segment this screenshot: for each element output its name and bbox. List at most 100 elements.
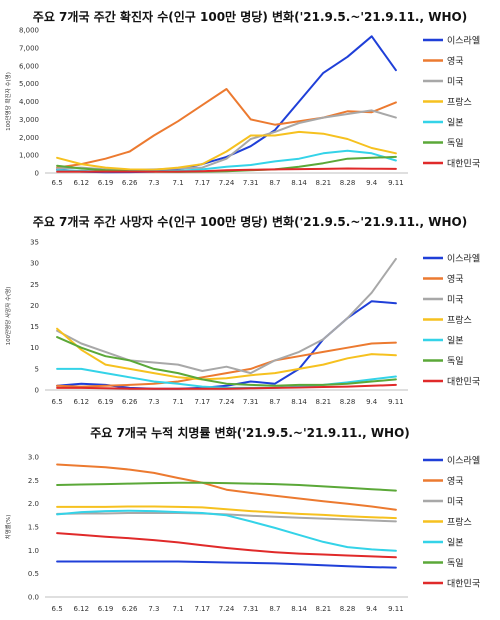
series-line-5 [56,509,397,552]
x-tick-label: 6.12 [74,398,90,406]
x-tick-label: 6.19 [98,398,114,406]
y-tick-label: 6,000 [19,62,39,70]
series-line-3 [56,257,397,375]
legend-label: 프랑스 [447,314,472,326]
x-tick-label: 7.17 [195,605,211,613]
series-line-7 [56,383,397,390]
y-axis-label: 100만명당 확진자 수(명) [4,72,12,131]
chart-title-confirmed: 주요 7개국 주간 확진자 수(인구 100만 명당) 변화('21.9.5.~… [32,10,468,24]
x-tick-label: 9.4 [366,398,378,406]
y-tick-label: 1.0 [28,547,39,555]
y-tick-label: 3,000 [19,116,39,124]
x-tick-label: 6.12 [74,179,90,187]
x-tick-label: 7.1 [173,605,184,613]
x-tick-label: 9.11 [388,179,404,187]
series-line-4 [56,130,397,171]
legend-label: 미국 [447,77,464,88]
legend-label: 영국 [447,274,464,285]
legend-label: 대한민국 [447,377,480,388]
legend-label: 이스라엘 [447,254,480,265]
legend-label: 이스라엘 [447,456,480,467]
x-tick-label: 7.31 [243,179,259,187]
y-tick-label: 5,000 [19,80,39,88]
x-tick-label: 7.1 [173,398,184,406]
series-line-7 [56,167,397,173]
y-tick-label: 7,000 [19,44,39,52]
chart-fatality: 0.0 0.5 1.0 1.5 2.0 2.5 3.0 6.5 6.12 6.19 6.26 7.3 7… [4,454,480,614]
x-tick-label: 6.12 [74,605,90,613]
x-tick-label: 8.14 [291,179,307,187]
y-tick-label: 0.5 [28,570,39,578]
x-tick-label: 8.14 [291,398,307,406]
series-line-4 [56,327,397,381]
y-tick-label: 2.5 [28,477,39,485]
x-tick-label: 6.19 [98,605,114,613]
y-tick-label: 3.0 [28,454,39,462]
series-line-7 [56,532,397,559]
series-line-3 [56,512,397,523]
legend-label: 독일 [447,356,464,367]
y-tick-label: 20 [30,302,39,310]
x-tick-label: 8.21 [316,398,332,406]
y-tick-label: 15 [30,323,39,331]
y-axis-label: 치명률(%) [4,515,12,540]
y-tick-label: 30 [30,260,39,268]
x-tick-label: 7.24 [219,179,235,187]
y-tick-label: 5 [35,365,39,373]
y-tick-label: 1,000 [19,152,39,160]
series-line-3 [56,109,397,171]
x-tick-label: 8.7 [269,398,280,406]
legend-label: 일본 [447,538,464,549]
chart-title-deaths: 주요 7개국 주간 사망자 수(인구 100만 명당) 변화('21.9.5.~… [32,215,468,229]
chart-title-fatality: 주요 7개국 누적 치명률 변화('21.9.5.~'21.9.11., WHO… [90,426,410,440]
x-tick-label: 7.31 [243,398,259,406]
y-tick-label: 0 [35,170,39,178]
x-tick-label: 6.26 [122,179,138,187]
x-tick-label: 6.5 [52,605,63,613]
legend-label: 독일 [447,138,464,149]
legend-label: 프랑스 [447,516,472,528]
y-tick-label: 2,000 [19,134,39,142]
chart-panel-deaths: 주요 7개국 주간 사망자 수(인구 100만 명당) 변화('21.9.5.~… [0,200,500,410]
legend-label: 미국 [447,497,464,508]
legend-label: 대한민국 [447,159,480,170]
x-tick-label: 9.11 [388,605,404,613]
series-line-6 [56,481,397,492]
legend-label: 일본 [447,336,464,347]
legend-label: 일본 [447,118,464,129]
x-tick-label: 7.3 [148,398,159,406]
x-tick-label: 6.19 [98,179,114,187]
x-tick-label: 7.1 [173,179,184,187]
x-tick-label: 7.17 [195,398,211,406]
y-tick-label: 1.5 [28,524,39,532]
x-tick-label: 7.3 [148,179,159,187]
x-tick-label: 7.17 [195,179,211,187]
legend-label: 프랑스 [447,96,472,108]
legend-label: 영국 [447,476,464,487]
series-line-4 [56,505,397,520]
x-tick-label: 8.28 [340,605,356,613]
x-tick-label: 8.21 [316,179,332,187]
series-line-1 [56,300,397,390]
chart-confirmed: 0 1,000 2,000 3,000 4,000 5,000 6,000 7,000 8,00… [4,27,480,188]
chart-deaths: 0 5 10 15 20 25 30 35 6.5 6.12 6.19 6.26 7.3 7.1 7.17 7… [4,239,480,407]
legend-label: 미국 [447,295,464,306]
x-tick-label: 8.7 [269,179,280,187]
x-tick-label: 7.31 [243,605,259,613]
y-tick-label: 35 [30,239,39,247]
series-line-2 [56,88,397,169]
series-line-2 [56,341,397,388]
x-tick-label: 9.11 [388,398,404,406]
x-tick-label: 8.14 [291,605,307,613]
x-tick-label: 8.21 [316,605,332,613]
y-tick-label: 8,000 [19,27,39,35]
x-tick-label: 8.28 [340,398,356,406]
x-tick-label: 7.24 [219,605,235,613]
y-tick-label: 25 [30,281,39,289]
x-tick-label: 7.24 [219,398,235,406]
legend-label: 영국 [447,56,464,67]
x-tick-label: 6.26 [122,605,138,613]
y-tick-label: 4,000 [19,98,39,106]
x-tick-label: 8.7 [269,605,280,613]
y-tick-label: 2.0 [28,500,39,508]
